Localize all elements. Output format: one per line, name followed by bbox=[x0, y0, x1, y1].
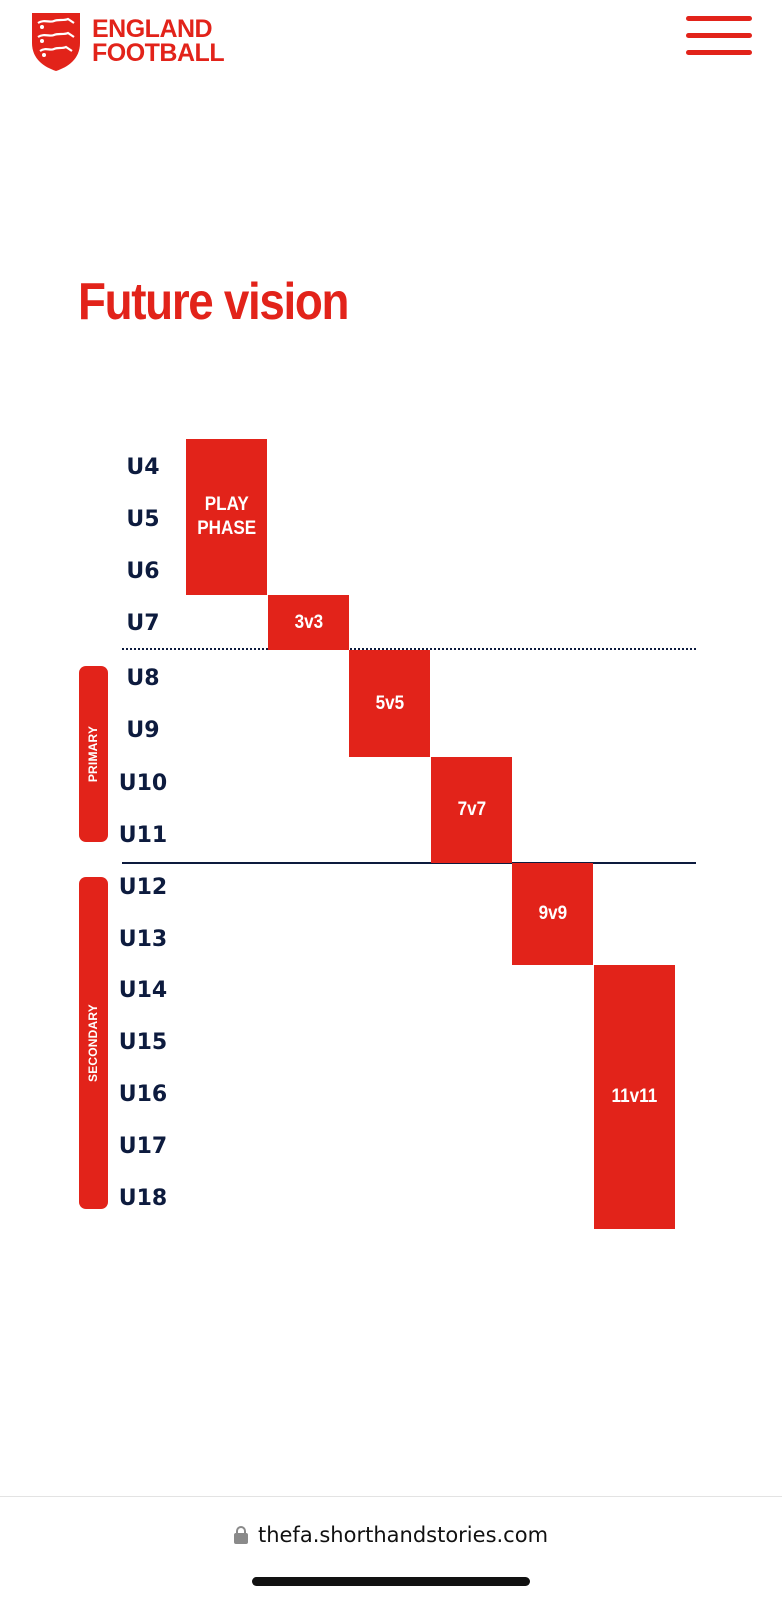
school-stage-secondary: SECONDARY bbox=[79, 877, 108, 1209]
format-label: 7v7 bbox=[457, 799, 486, 820]
age-label-u13: U13 bbox=[118, 927, 168, 952]
menu-bar bbox=[686, 16, 752, 21]
browser-address-bar[interactable]: thefa.shorthandstories.com bbox=[0, 1496, 782, 1600]
age-label-u15: U15 bbox=[118, 1030, 168, 1055]
format-label: PLAY bbox=[204, 494, 249, 515]
england-football-logo[interactable]: ENGLAND FOOTBALL bbox=[28, 8, 228, 74]
age-label-u16: U16 bbox=[118, 1082, 168, 1107]
format-label: 3v3 bbox=[294, 611, 323, 633]
home-indicator[interactable] bbox=[252, 1577, 530, 1586]
school-stage-label: SECONDARY bbox=[86, 1003, 101, 1083]
format-block-11v11: 11v11 bbox=[594, 965, 675, 1229]
hamburger-menu-icon[interactable] bbox=[686, 16, 752, 58]
age-label-u14: U14 bbox=[118, 978, 168, 1003]
age-label-u10: U10 bbox=[118, 771, 168, 796]
format-block-5v5: 5v5 bbox=[349, 650, 430, 757]
page-title: Future vision bbox=[78, 273, 349, 331]
age-label-u11: U11 bbox=[118, 823, 168, 848]
school-stage-primary: PRIMARY bbox=[79, 666, 108, 842]
age-label-u4: U4 bbox=[126, 455, 160, 480]
age-label-u17: U17 bbox=[118, 1134, 168, 1159]
separator-solid bbox=[122, 862, 696, 864]
age-label-u18: U18 bbox=[118, 1186, 168, 1211]
format-block-play-phase: PLAY PHASE bbox=[186, 439, 267, 595]
format-label: 11v11 bbox=[611, 1086, 658, 1107]
format-label: 5v5 bbox=[375, 692, 404, 714]
url-text: thefa.shorthandstories.com bbox=[257, 1523, 549, 1547]
menu-bar bbox=[686, 33, 752, 38]
logo-line-2: FOOTBALL bbox=[92, 39, 225, 67]
age-label-u6: U6 bbox=[126, 559, 160, 584]
age-label-u8: U8 bbox=[126, 666, 160, 691]
three-lions-crest-icon bbox=[32, 13, 80, 71]
logo-line-1: ENGLAND bbox=[92, 15, 213, 43]
format-label: 9v9 bbox=[538, 903, 567, 924]
age-label-u5: U5 bbox=[126, 507, 160, 532]
age-label-u12: U12 bbox=[118, 875, 168, 900]
menu-bar bbox=[686, 50, 752, 55]
format-block-7v7: 7v7 bbox=[431, 757, 512, 863]
format-block-3v3: 3v3 bbox=[268, 595, 349, 650]
logo-wordmark: ENGLAND FOOTBALL bbox=[92, 15, 225, 67]
site-header: ENGLAND FOOTBALL bbox=[0, 0, 782, 80]
url-display[interactable]: thefa.shorthandstories.com bbox=[0, 1523, 782, 1547]
separator-dotted bbox=[122, 648, 696, 650]
school-stage-label: PRIMARY bbox=[86, 725, 101, 783]
lock-icon bbox=[233, 1526, 248, 1544]
format-label-line-2: PHASE bbox=[197, 518, 256, 539]
format-block-9v9: 9v9 bbox=[512, 863, 593, 965]
age-label-u7: U7 bbox=[126, 611, 160, 636]
age-label-u9: U9 bbox=[126, 718, 160, 743]
